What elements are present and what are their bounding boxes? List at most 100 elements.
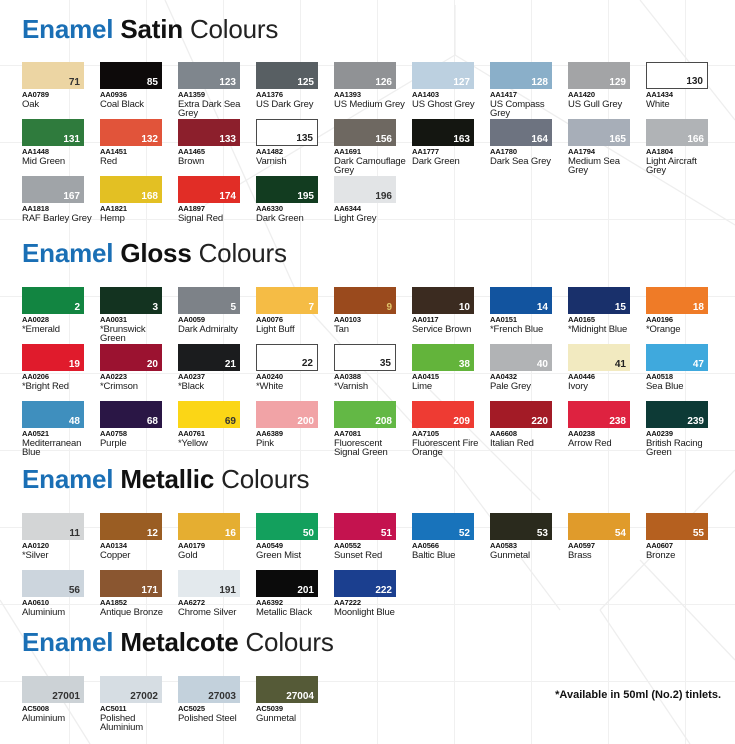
- colour-swatch-cell[interactable]: 21 AA0237 *Black: [178, 344, 256, 401]
- colour-swatch-cell[interactable]: 41 AA0446 Ivory: [568, 344, 646, 401]
- colour-swatch-cell[interactable]: 238 AA0238 Arrow Red: [568, 401, 646, 458]
- colour-swatch[interactable]: 16: [178, 513, 240, 540]
- colour-swatch-cell[interactable]: 128 AA1417 US Compass Grey: [490, 62, 568, 119]
- colour-swatch-cell[interactable]: 130 AA1434 White: [646, 62, 724, 119]
- colour-swatch[interactable]: 11: [22, 513, 84, 540]
- colour-swatch[interactable]: 131: [22, 119, 84, 146]
- colour-swatch-cell[interactable]: 54 AA0597 Brass: [568, 513, 646, 570]
- colour-swatch-cell[interactable]: 222 AA7222 Moonlight Blue: [334, 570, 412, 627]
- colour-swatch-cell[interactable]: 85 AA0936 Coal Black: [100, 62, 178, 119]
- colour-swatch-cell[interactable]: 167 AA1818 RAF Barley Grey: [22, 176, 100, 233]
- colour-swatch[interactable]: 133: [178, 119, 240, 146]
- colour-swatch[interactable]: 71: [22, 62, 84, 89]
- colour-swatch[interactable]: 15: [568, 287, 630, 314]
- colour-swatch[interactable]: 3: [100, 287, 162, 314]
- colour-swatch[interactable]: 130: [646, 62, 708, 89]
- colour-swatch[interactable]: 166: [646, 119, 708, 146]
- colour-swatch-cell[interactable]: 53 AA0583 Gunmetal: [490, 513, 568, 570]
- colour-swatch[interactable]: 14: [490, 287, 552, 314]
- colour-swatch[interactable]: 69: [178, 401, 240, 428]
- colour-swatch-cell[interactable]: 201 AA6392 Metallic Black: [256, 570, 334, 627]
- colour-swatch[interactable]: 19: [22, 344, 84, 371]
- colour-swatch-cell[interactable]: 40 AA0432 Pale Grey: [490, 344, 568, 401]
- colour-swatch-cell[interactable]: 191 AA6272 Chrome Silver: [178, 570, 256, 627]
- colour-swatch[interactable]: 171: [100, 570, 162, 597]
- colour-swatch-cell[interactable]: 163 AA1777 Dark Green: [412, 119, 490, 176]
- colour-swatch-cell[interactable]: 168 AA1821 Hemp: [100, 176, 178, 233]
- colour-swatch[interactable]: 12: [100, 513, 162, 540]
- colour-swatch-cell[interactable]: 71 AA0789 Oak: [22, 62, 100, 119]
- colour-swatch[interactable]: 196: [334, 176, 396, 203]
- colour-swatch-cell[interactable]: 27001 AC5008 Aluminium: [22, 676, 100, 733]
- colour-swatch[interactable]: 35: [334, 344, 396, 371]
- colour-swatch-cell[interactable]: 55 AA0607 Bronze: [646, 513, 724, 570]
- colour-swatch-cell[interactable]: 15 AA0165 *Midnight Blue: [568, 287, 646, 344]
- colour-swatch-cell[interactable]: 3 AA0031 *Brunswick Green: [100, 287, 178, 344]
- colour-swatch[interactable]: 20: [100, 344, 162, 371]
- colour-swatch-cell[interactable]: 2 AA0028 *Emerald: [22, 287, 100, 344]
- colour-swatch[interactable]: 27004: [256, 676, 318, 703]
- colour-swatch[interactable]: 128: [490, 62, 552, 89]
- colour-swatch[interactable]: 200: [256, 401, 318, 428]
- colour-swatch-cell[interactable]: 48 AA0521 Mediterranean Blue: [22, 401, 100, 458]
- colour-swatch-cell[interactable]: 27003 AC5025 Polished Steel: [178, 676, 256, 733]
- colour-swatch-cell[interactable]: 16 AA0179 Gold: [178, 513, 256, 570]
- colour-swatch-cell[interactable]: 69 AA0761 *Yellow: [178, 401, 256, 458]
- colour-swatch[interactable]: 132: [100, 119, 162, 146]
- colour-swatch-cell[interactable]: 10 AA0117 Service Brown: [412, 287, 490, 344]
- colour-swatch-cell[interactable]: 220 AA6608 Italian Red: [490, 401, 568, 458]
- colour-swatch[interactable]: 7: [256, 287, 318, 314]
- colour-swatch-cell[interactable]: 195 AA6330 Dark Green: [256, 176, 334, 233]
- colour-swatch[interactable]: 40: [490, 344, 552, 371]
- colour-swatch-cell[interactable]: 68 AA0758 Purple: [100, 401, 178, 458]
- colour-swatch-cell[interactable]: 27004 AC5039 Gunmetal: [256, 676, 334, 733]
- colour-swatch[interactable]: 125: [256, 62, 318, 89]
- colour-swatch[interactable]: 167: [22, 176, 84, 203]
- colour-swatch[interactable]: 123: [178, 62, 240, 89]
- colour-swatch[interactable]: 41: [568, 344, 630, 371]
- colour-swatch-cell[interactable]: 11 AA0120 *Silver: [22, 513, 100, 570]
- colour-swatch[interactable]: 238: [568, 401, 630, 428]
- colour-swatch-cell[interactable]: 14 AA0151 *French Blue: [490, 287, 568, 344]
- colour-swatch[interactable]: 21: [178, 344, 240, 371]
- colour-swatch-cell[interactable]: 47 AA0518 Sea Blue: [646, 344, 724, 401]
- colour-swatch[interactable]: 68: [100, 401, 162, 428]
- colour-swatch-cell[interactable]: 200 AA6389 Pink: [256, 401, 334, 458]
- colour-swatch-cell[interactable]: 38 AA0415 Lime: [412, 344, 490, 401]
- colour-swatch[interactable]: 55: [646, 513, 708, 540]
- colour-swatch-cell[interactable]: 209 AA7105 Fluorescent Fire Orange: [412, 401, 490, 458]
- colour-swatch-cell[interactable]: 35 AA0388 *Varnish: [334, 344, 412, 401]
- colour-swatch[interactable]: 27001: [22, 676, 84, 703]
- colour-swatch-cell[interactable]: 164 AA1780 Dark Sea Grey: [490, 119, 568, 176]
- colour-swatch[interactable]: 195: [256, 176, 318, 203]
- colour-swatch-cell[interactable]: 174 AA1897 Signal Red: [178, 176, 256, 233]
- colour-swatch-cell[interactable]: 208 AA7081 Fluorescent Signal Green: [334, 401, 412, 458]
- colour-swatch[interactable]: 53: [490, 513, 552, 540]
- colour-swatch[interactable]: 222: [334, 570, 396, 597]
- colour-swatch[interactable]: 56: [22, 570, 84, 597]
- colour-swatch[interactable]: 2: [22, 287, 84, 314]
- colour-swatch-cell[interactable]: 126 AA1393 US Medium Grey: [334, 62, 412, 119]
- colour-swatch-cell[interactable]: 50 AA0549 Green Mist: [256, 513, 334, 570]
- colour-swatch[interactable]: 27003: [178, 676, 240, 703]
- colour-swatch-cell[interactable]: 9 AA0103 Tan: [334, 287, 412, 344]
- colour-swatch[interactable]: 18: [646, 287, 708, 314]
- colour-swatch[interactable]: 209: [412, 401, 474, 428]
- colour-swatch-cell[interactable]: 51 AA0552 Sunset Red: [334, 513, 412, 570]
- colour-swatch[interactable]: 201: [256, 570, 318, 597]
- colour-swatch-cell[interactable]: 196 AA6344 Light Grey: [334, 176, 412, 233]
- colour-swatch[interactable]: 165: [568, 119, 630, 146]
- colour-swatch-cell[interactable]: 156 AA1691 Dark Camouflage Grey: [334, 119, 412, 176]
- colour-swatch[interactable]: 220: [490, 401, 552, 428]
- colour-swatch[interactable]: 38: [412, 344, 474, 371]
- colour-swatch[interactable]: 239: [646, 401, 708, 428]
- colour-swatch[interactable]: 22: [256, 344, 318, 371]
- colour-swatch[interactable]: 126: [334, 62, 396, 89]
- colour-swatch-cell[interactable]: 132 AA1451 Red: [100, 119, 178, 176]
- colour-swatch[interactable]: 208: [334, 401, 396, 428]
- colour-swatch[interactable]: 52: [412, 513, 474, 540]
- colour-swatch-cell[interactable]: 171 AA1852 Antique Bronze: [100, 570, 178, 627]
- colour-swatch[interactable]: 163: [412, 119, 474, 146]
- colour-swatch-cell[interactable]: 7 AA0076 Light Buff: [256, 287, 334, 344]
- colour-swatch[interactable]: 27002: [100, 676, 162, 703]
